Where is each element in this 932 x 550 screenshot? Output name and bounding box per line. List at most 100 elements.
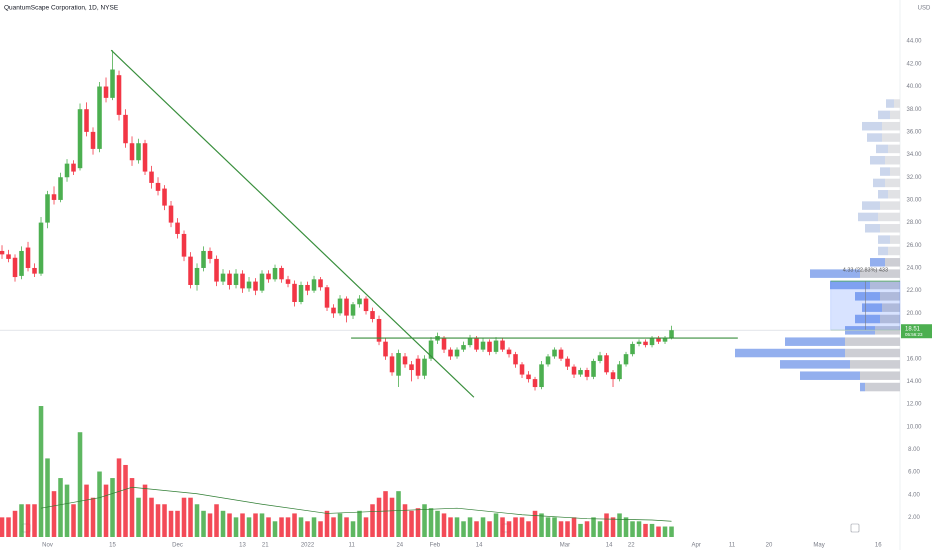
y-tick-label: 24.00	[906, 266, 922, 272]
volume-bar	[461, 521, 466, 537]
profile-down	[888, 246, 900, 256]
profile-down	[880, 201, 900, 210]
volume-bar	[45, 458, 50, 537]
volume-bar	[207, 513, 213, 537]
candle-body	[383, 341, 388, 357]
candle-body	[6, 254, 11, 259]
volume-bar	[487, 521, 492, 537]
candle-body	[136, 143, 141, 161]
currency: USD	[918, 6, 931, 12]
x-tick-label: 2022	[301, 543, 315, 549]
profile-up	[865, 224, 880, 233]
candle-body	[233, 273, 239, 285]
profile-up	[785, 337, 845, 346]
y-tick-label: 28.00	[906, 220, 922, 226]
volume-bar	[565, 521, 570, 537]
candle-body	[324, 287, 330, 308]
volume-bar	[578, 523, 583, 537]
volume-bar	[493, 513, 499, 537]
volume-bar	[246, 517, 252, 537]
candle-body	[402, 356, 408, 365]
candle-body	[669, 330, 674, 339]
x-tick-label: Dec	[172, 543, 183, 549]
volume-bar	[181, 497, 187, 537]
candle-body	[0, 250, 5, 255]
volume-bar	[441, 513, 447, 537]
candle-body	[415, 358, 421, 376]
y-tick-label: 6.00	[908, 470, 920, 476]
y-tick-label: 32.00	[906, 175, 922, 181]
candle-body	[279, 267, 284, 280]
candle-body	[110, 69, 115, 98]
volume-bar	[357, 510, 362, 537]
volume-bar	[201, 510, 206, 537]
candle-body	[357, 298, 362, 305]
volume-bar	[506, 521, 512, 537]
event-icon[interactable]	[850, 523, 860, 533]
volume-bar	[6, 517, 11, 537]
x-tick-label: 14	[606, 543, 613, 549]
profile-up	[862, 303, 882, 312]
volume-bar	[97, 471, 102, 537]
candle-body	[220, 273, 226, 282]
candle-body	[578, 370, 583, 375]
candle-body	[318, 279, 323, 288]
profile-up	[878, 190, 888, 199]
volume-bar	[532, 510, 538, 537]
profile-up	[860, 382, 865, 392]
volume-bar	[227, 513, 232, 537]
candle-body	[77, 109, 83, 169]
candle-body	[526, 374, 531, 380]
y-tick-label: 30.00	[906, 198, 922, 204]
volume-bar	[32, 504, 37, 537]
volume-bar	[279, 517, 284, 537]
volume-bar	[389, 497, 395, 537]
x-tick-label: 14	[476, 543, 483, 549]
profile-down	[850, 360, 900, 369]
candle-body	[155, 182, 161, 191]
candle-body	[90, 131, 96, 149]
candle-body	[441, 338, 447, 350]
profile-up	[878, 235, 890, 244]
volume-bar	[220, 510, 226, 537]
volume-bar	[422, 504, 427, 537]
candle-body	[162, 188, 167, 206]
volume-bar	[136, 497, 141, 537]
profile-up	[876, 144, 888, 154]
profile-up	[862, 201, 880, 210]
x-tick-label: 20	[766, 543, 773, 549]
candle-body	[662, 338, 668, 342]
x-tick-label: 15	[109, 543, 116, 549]
candle-body	[584, 370, 590, 377]
volume-bar	[155, 504, 161, 537]
y-tick-label: 42.00	[906, 61, 922, 67]
volume-bar	[539, 513, 544, 537]
y-tick-label: 2.00	[908, 515, 920, 521]
profile-down	[845, 348, 900, 358]
volume-bar	[58, 478, 63, 537]
volume-bar	[350, 521, 356, 537]
volume-bar	[331, 517, 336, 537]
volume-bar	[480, 517, 486, 537]
profile-up	[886, 99, 894, 108]
profile-down	[890, 167, 900, 176]
volume-bar	[558, 521, 564, 537]
candle-body	[240, 273, 245, 289]
profile-up	[870, 155, 885, 165]
volume-bar	[142, 484, 148, 537]
y-tick-label: 10.00	[906, 424, 922, 430]
x-tick-label: 11	[349, 543, 356, 549]
candle-body	[370, 311, 375, 319]
candle-body	[591, 360, 596, 377]
profile-up	[735, 348, 845, 358]
volume-bar	[324, 510, 330, 537]
volume-bar	[259, 513, 265, 537]
candle-body	[350, 304, 356, 316]
candle-body	[51, 194, 57, 200]
candle-body	[116, 75, 122, 115]
candle-body	[194, 267, 200, 285]
candle-body	[175, 222, 180, 234]
volume-bar	[162, 504, 167, 537]
volume-bar	[409, 510, 414, 537]
